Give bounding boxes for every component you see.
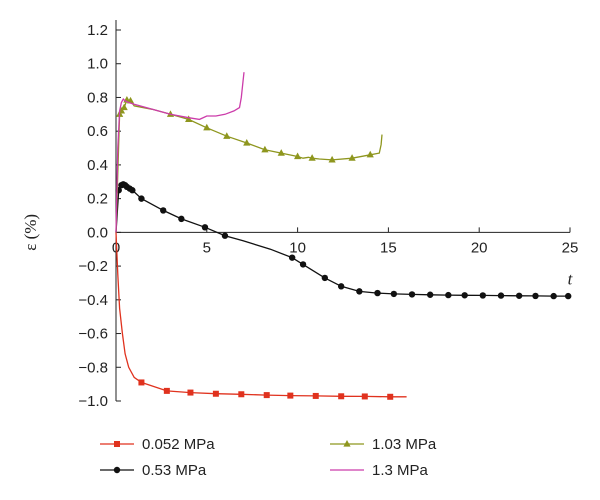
data-point xyxy=(238,391,245,398)
y-tick-label: −1.0 xyxy=(78,393,108,410)
data-point xyxy=(550,292,557,300)
legend: 0.052 MPa 0.53 MPa 1.03 MPa 1.3 MPa xyxy=(100,436,437,479)
data-point xyxy=(299,261,307,268)
series-3 xyxy=(115,72,245,233)
legend-swatch-marker xyxy=(114,441,120,447)
y-tick-label: 0.6 xyxy=(87,123,108,140)
y-tick-label: −0.6 xyxy=(78,326,108,343)
data-point xyxy=(160,207,167,214)
data-point xyxy=(408,291,416,298)
data-point xyxy=(221,232,229,239)
data-point xyxy=(356,288,363,295)
data-point xyxy=(287,392,294,399)
axes xyxy=(115,20,570,401)
y-axis-title: ε (%) xyxy=(21,214,40,251)
x-tick-label: 20 xyxy=(471,239,488,256)
series-line xyxy=(115,72,245,233)
data-point xyxy=(515,292,523,299)
data-point xyxy=(366,150,374,158)
data-point xyxy=(277,149,285,156)
data-point xyxy=(294,152,302,160)
data-point xyxy=(321,274,329,282)
data-point xyxy=(445,291,452,299)
data-point xyxy=(129,187,136,194)
series-2 xyxy=(115,95,383,233)
data-point xyxy=(138,195,145,202)
y-tick-label: 0.8 xyxy=(87,89,108,106)
y-tick-label: 1.0 xyxy=(87,56,108,73)
ticks: 1.2 1.0 0.8 0.6 0.4 0.2 0.0 −0.2 −0.4 −0.6 −0.8 −1.… xyxy=(78,22,578,410)
data-point xyxy=(178,215,185,223)
data-point xyxy=(126,96,135,104)
data-point xyxy=(163,387,170,394)
data-point xyxy=(308,154,316,161)
data-point xyxy=(461,292,468,299)
data-point xyxy=(120,103,128,111)
series-line xyxy=(115,99,383,233)
legend-item: 1.03 MPa xyxy=(330,436,437,453)
legend-label: 1.3 MPa xyxy=(372,462,429,479)
data-point xyxy=(348,154,356,161)
data-point xyxy=(138,379,145,386)
series-line xyxy=(115,183,569,297)
data-point xyxy=(187,389,194,396)
legend-item: 1.3 MPa xyxy=(330,462,429,479)
y-tick-label: 0.2 xyxy=(87,191,108,208)
data-point xyxy=(201,224,209,231)
data-point xyxy=(243,138,251,146)
legend-item: 0.53 MPa xyxy=(100,462,207,479)
data-point xyxy=(185,115,193,122)
legend-label: 1.03 MPa xyxy=(372,436,437,453)
x-tick-label: 15 xyxy=(380,239,397,256)
data-point xyxy=(479,292,487,299)
legend-label: 0.53 MPa xyxy=(142,462,207,479)
legend-swatch-marker xyxy=(113,466,121,474)
data-point xyxy=(261,145,269,153)
data-point xyxy=(361,393,368,400)
data-point xyxy=(223,132,231,139)
data-point xyxy=(374,289,381,297)
data-point xyxy=(263,392,270,399)
data-point xyxy=(288,254,296,261)
series-layer xyxy=(115,72,572,400)
y-tick-label: 1.2 xyxy=(87,22,108,39)
data-point xyxy=(328,155,336,163)
y-tick-label: 0.0 xyxy=(87,224,108,241)
series-line xyxy=(115,232,407,398)
y-tick-label: 0.4 xyxy=(87,157,108,174)
data-point xyxy=(338,393,345,400)
legend-item: 0.052 MPa xyxy=(100,436,215,453)
data-point xyxy=(532,292,539,300)
series-1 xyxy=(115,181,572,300)
y-tick-label: −0.4 xyxy=(78,292,108,309)
x-tick-label: 10 xyxy=(289,239,306,256)
y-tick-label: −0.8 xyxy=(78,359,108,376)
data-point xyxy=(390,290,398,298)
data-point xyxy=(212,390,219,397)
data-point xyxy=(564,292,572,300)
legend-label: 0.052 MPa xyxy=(142,436,215,453)
series-0 xyxy=(115,232,407,400)
x-tick-label: 25 xyxy=(562,239,579,256)
data-point xyxy=(497,292,505,299)
data-point xyxy=(312,392,319,399)
data-point xyxy=(337,283,345,290)
x-tick-label: 0 xyxy=(112,239,120,256)
data-point xyxy=(387,393,394,400)
data-point xyxy=(426,291,434,298)
data-point xyxy=(203,123,211,131)
x-axis-title: t xyxy=(568,269,574,288)
x-tick-label: 5 xyxy=(203,239,211,256)
legend-swatch-marker xyxy=(343,440,351,447)
y-tick-label: −0.2 xyxy=(78,258,108,275)
